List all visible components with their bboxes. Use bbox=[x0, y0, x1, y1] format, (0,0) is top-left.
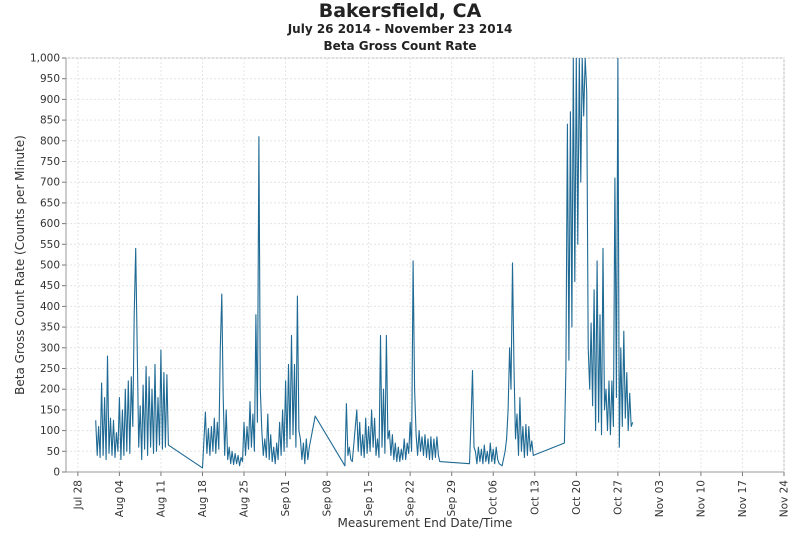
y-tick-label: 900 bbox=[40, 94, 60, 106]
x-axis-ticks: Jul 28 Aug 04 Aug 11 Aug 18 Aug 25 Sep 01 Sep … bbox=[66, 471, 791, 518]
y-tick-label: 150 bbox=[40, 404, 60, 416]
x-tick-label: Sep 22 bbox=[405, 480, 417, 517]
x-tick-label: Aug 18 bbox=[197, 480, 209, 517]
plot-area bbox=[65, 57, 785, 473]
chart-subtitle: July 26 2014 - November 23 2014 bbox=[287, 22, 513, 36]
y-tick-label: 300 bbox=[40, 342, 60, 354]
x-tick-label: Sep 15 bbox=[363, 480, 375, 517]
y-tick-label: 700 bbox=[40, 177, 60, 189]
y-tick-label: 50 bbox=[47, 446, 60, 458]
y-tick-label: 200 bbox=[40, 384, 60, 396]
y-axis-label: Beta Gross Count Rate (Counts per Minute… bbox=[13, 135, 27, 395]
y-tick-label: 650 bbox=[40, 197, 60, 209]
y-tick-label: 0 bbox=[53, 467, 60, 479]
x-tick-label: Nov 10 bbox=[695, 480, 707, 517]
x-tick-label: Sep 29 bbox=[446, 480, 458, 517]
y-tick-label: 600 bbox=[40, 218, 60, 230]
series-line-0 bbox=[95, 58, 634, 469]
x-tick-label: Nov 24 bbox=[779, 480, 791, 518]
y-tick-label: 950 bbox=[40, 73, 60, 85]
chart-subtitle-measure: Beta Gross Count Rate bbox=[323, 39, 477, 53]
x-tick-label: Sep 08 bbox=[322, 480, 334, 517]
x-tick-label: Aug 11 bbox=[155, 480, 167, 517]
y-tick-label: 1,000 bbox=[30, 53, 60, 65]
y-tick-label: 350 bbox=[40, 322, 60, 334]
x-tick-label: Oct 06 bbox=[488, 480, 500, 515]
chart-title: Bakersfield, CA bbox=[318, 0, 482, 22]
x-tick-label: Nov 03 bbox=[654, 480, 666, 517]
y-axis-ticks: 0 50 100 150 200 250 300 350 400 450 500 550 600 650 7… bbox=[30, 53, 67, 479]
x-tick-label: Aug 04 bbox=[114, 480, 126, 518]
y-tick-label: 100 bbox=[40, 425, 60, 437]
y-tick-label: 400 bbox=[40, 301, 60, 313]
y-tick-label: 850 bbox=[40, 115, 60, 127]
y-tick-label: 500 bbox=[40, 260, 60, 272]
x-tick-label: Aug 25 bbox=[239, 480, 251, 517]
x-axis-label: Measurement End Date/Time bbox=[338, 516, 513, 530]
series-group bbox=[95, 58, 634, 469]
x-tick-label: Oct 13 bbox=[529, 480, 541, 515]
y-tick-label: 800 bbox=[40, 135, 60, 147]
x-tick-label: Oct 20 bbox=[571, 480, 583, 515]
x-tick-label: Nov 17 bbox=[737, 480, 749, 517]
y-tick-label: 250 bbox=[40, 363, 60, 375]
x-tick-label: Jul 28 bbox=[72, 480, 84, 510]
y-tick-label: 550 bbox=[40, 239, 60, 251]
x-tick-label: Sep 01 bbox=[280, 480, 292, 517]
x-tick-label: Oct 27 bbox=[612, 480, 624, 515]
y-tick-label: 750 bbox=[40, 156, 60, 168]
y-tick-label: 450 bbox=[40, 280, 60, 292]
